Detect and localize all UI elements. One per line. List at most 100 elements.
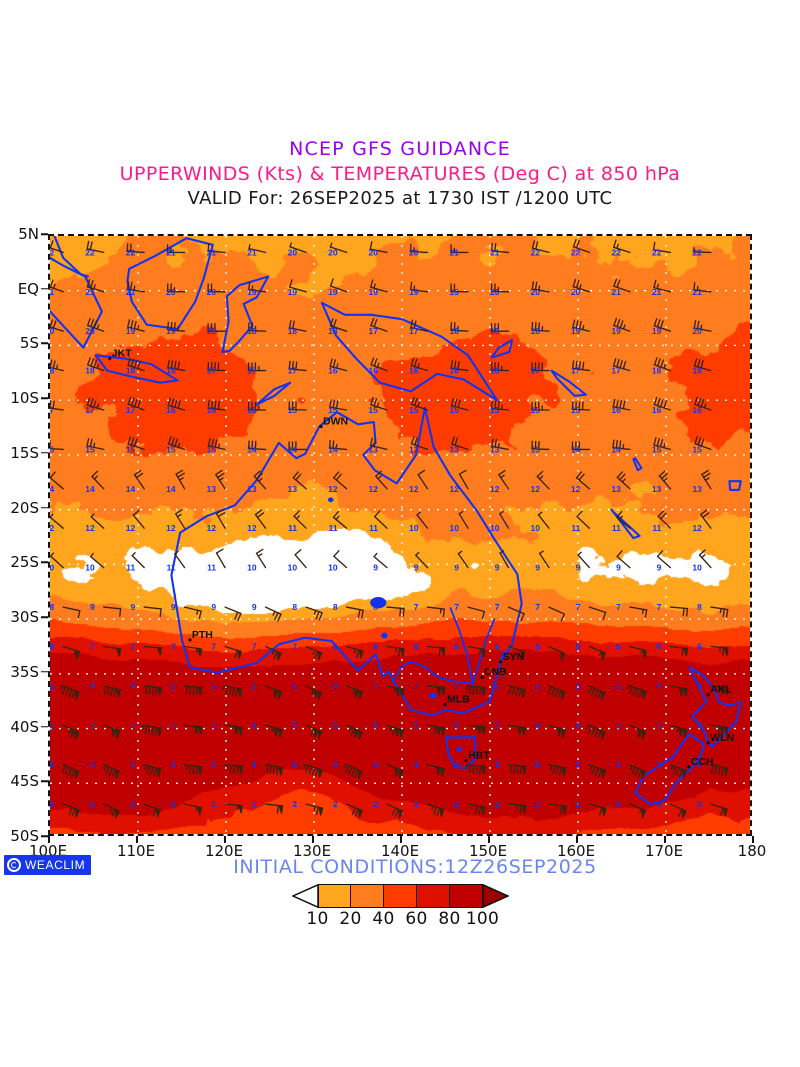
svg-text:13: 13 <box>611 484 621 494</box>
svg-text:17: 17 <box>247 366 257 376</box>
svg-text:20: 20 <box>490 287 500 297</box>
svg-text:21: 21 <box>85 287 95 297</box>
svg-text:17: 17 <box>207 366 217 376</box>
svg-text:12: 12 <box>328 484 338 494</box>
svg-text:18: 18 <box>490 326 500 336</box>
weaclim-watermark: WEACLIM <box>4 855 92 875</box>
svg-text:7: 7 <box>576 602 581 612</box>
city-marker-pth <box>188 638 192 642</box>
svg-text:3: 3 <box>535 760 540 770</box>
svg-text:12: 12 <box>166 523 176 533</box>
svg-text:4: 4 <box>414 760 419 770</box>
svg-text:12: 12 <box>450 484 460 494</box>
city-labels: JKT DWN PTH SYN CNB MLB HBT AKL WLN CCH <box>108 348 734 769</box>
svg-text:11: 11 <box>369 523 378 533</box>
svg-text:7: 7 <box>495 602 500 612</box>
svg-text:3: 3 <box>657 720 662 730</box>
svg-text:9: 9 <box>211 602 216 612</box>
svg-text:11: 11 <box>329 523 338 533</box>
svg-text:9: 9 <box>130 602 135 612</box>
colorbar-tick-label: 10 <box>306 909 329 929</box>
weather-map[interactable]: 2222222121212020202021212222222222212121… <box>48 234 752 836</box>
weaclim-label: WEACLIM <box>25 858 86 872</box>
svg-text:13: 13 <box>490 444 500 454</box>
svg-text:3: 3 <box>495 760 500 770</box>
svg-text:7: 7 <box>373 681 378 691</box>
svg-text:0: 0 <box>50 799 54 809</box>
city-label-cnb: CNB <box>484 666 507 678</box>
svg-text:2: 2 <box>50 760 54 770</box>
svg-text:5: 5 <box>292 720 297 730</box>
svg-text:14: 14 <box>126 484 136 494</box>
svg-text:11: 11 <box>612 523 621 533</box>
svg-text:19: 19 <box>450 287 460 297</box>
svg-text:21: 21 <box>207 247 217 257</box>
svg-text:4: 4 <box>90 681 95 691</box>
svg-text:6: 6 <box>535 681 540 691</box>
city-marker-hbt <box>464 758 468 762</box>
svg-text:2: 2 <box>454 799 459 809</box>
svg-text:18: 18 <box>328 326 338 336</box>
svg-text:13: 13 <box>409 444 419 454</box>
y-axis-label: 35S <box>10 662 39 681</box>
svg-text:5: 5 <box>211 681 216 691</box>
svg-text:20: 20 <box>369 247 379 257</box>
svg-text:13: 13 <box>450 444 460 454</box>
x-axis-label: 110E <box>116 842 156 860</box>
svg-text:19: 19 <box>126 326 136 336</box>
svg-text:20: 20 <box>288 247 298 257</box>
y-axis-label: 20S <box>10 498 39 517</box>
svg-text:7: 7 <box>292 642 297 652</box>
svg-text:4: 4 <box>373 760 378 770</box>
svg-text:2: 2 <box>657 760 662 770</box>
colorbar-band-4 <box>449 884 483 908</box>
svg-text:3: 3 <box>211 720 216 730</box>
svg-text:0: 0 <box>697 799 702 809</box>
svg-text:10: 10 <box>85 563 95 573</box>
svg-text:22: 22 <box>531 247 541 257</box>
svg-text:12: 12 <box>409 484 419 494</box>
svg-text:7: 7 <box>130 642 135 652</box>
svg-text:5: 5 <box>171 681 176 691</box>
svg-text:3: 3 <box>252 760 257 770</box>
colorbar-band-0 <box>317 884 351 908</box>
svg-text:21: 21 <box>50 287 54 297</box>
svg-text:5: 5 <box>454 642 459 652</box>
city-marker-cnb <box>480 675 484 679</box>
svg-text:2: 2 <box>495 799 500 809</box>
svg-text:15: 15 <box>571 405 581 415</box>
title-block: NCEP GFS GUIDANCE UPPERWINDS (Kts) & TEM… <box>0 138 800 209</box>
svg-text:20: 20 <box>50 326 54 336</box>
svg-text:10: 10 <box>50 563 54 573</box>
temperature-labels: 2222222121212020202021212222222222212121… <box>50 247 702 809</box>
inland-waterways <box>392 607 506 685</box>
svg-text:11: 11 <box>207 563 216 573</box>
svg-text:16: 16 <box>328 366 338 376</box>
svg-text:22: 22 <box>50 247 54 257</box>
svg-text:13: 13 <box>207 484 217 494</box>
y-axis-label: 40S <box>10 717 39 736</box>
svg-text:5: 5 <box>333 720 338 730</box>
circle-logo-icon <box>7 858 21 872</box>
svg-text:20: 20 <box>85 326 95 336</box>
svg-text:2: 2 <box>292 799 297 809</box>
x-axis-label: 150E <box>468 842 508 860</box>
svg-text:17: 17 <box>611 366 621 376</box>
y-axis-label: 25S <box>10 553 39 572</box>
y-tick <box>41 561 48 564</box>
svg-text:12: 12 <box>490 484 500 494</box>
svg-text:7: 7 <box>252 642 257 652</box>
svg-text:5: 5 <box>535 642 540 652</box>
svg-text:12: 12 <box>247 523 257 533</box>
svg-text:6: 6 <box>657 642 662 652</box>
city-marker-syn <box>499 660 503 664</box>
svg-text:5: 5 <box>616 642 621 652</box>
svg-text:16: 16 <box>166 405 176 415</box>
lakes <box>327 497 463 752</box>
svg-text:12: 12 <box>369 484 379 494</box>
svg-text:15: 15 <box>288 405 298 415</box>
city-label-mlb: MLB <box>447 694 470 706</box>
svg-text:22: 22 <box>85 247 95 257</box>
svg-text:21: 21 <box>490 247 500 257</box>
y-tick <box>41 780 48 783</box>
